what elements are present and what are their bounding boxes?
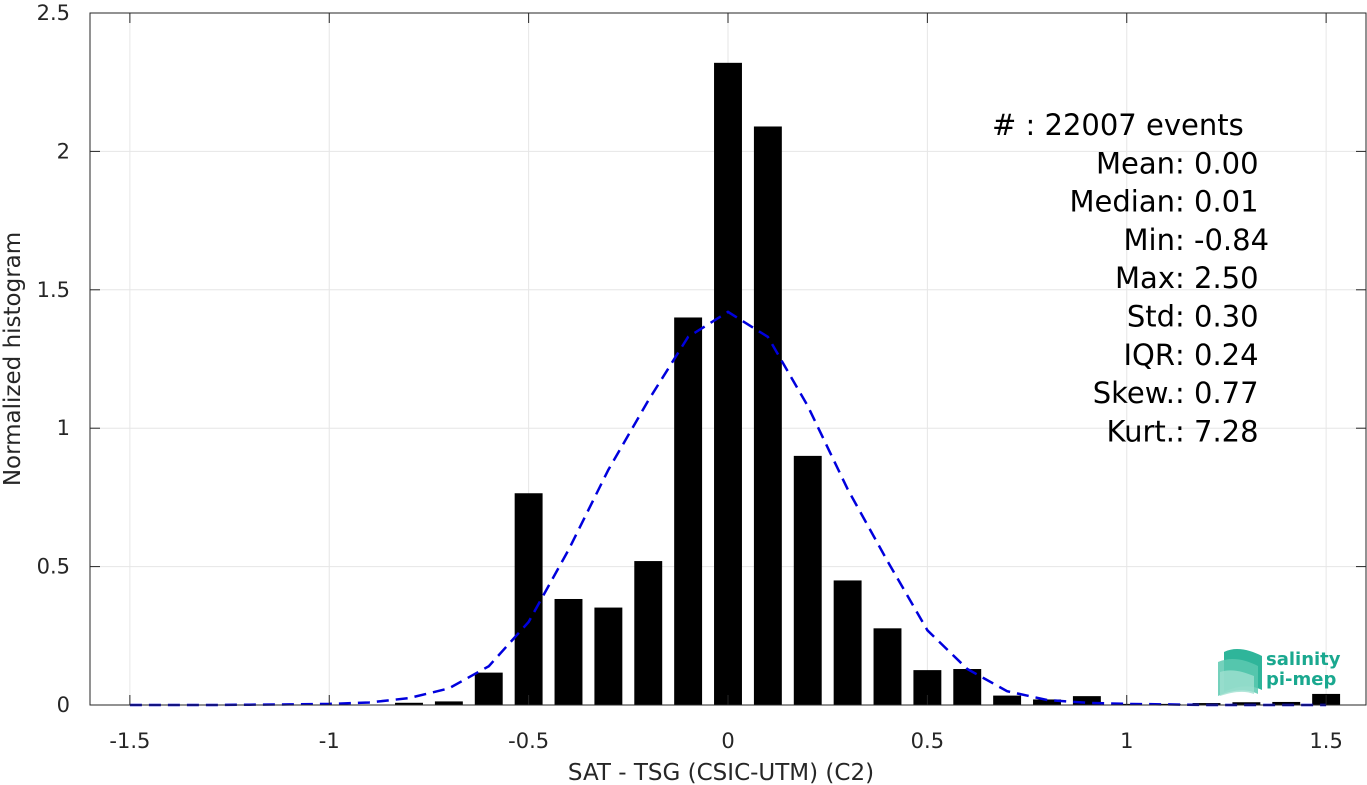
histogram-bar bbox=[474, 672, 503, 705]
y-tick-label: 2 bbox=[57, 139, 70, 163]
x-tick-label: 0.5 bbox=[911, 729, 944, 753]
stat-value: : -0.84 bbox=[1175, 223, 1269, 257]
histogram-bar bbox=[714, 62, 742, 706]
stat-label: Mean bbox=[1096, 146, 1175, 180]
histogram-bar bbox=[1272, 701, 1301, 705]
histogram-bars bbox=[395, 62, 1341, 706]
logo-text-line2: pi-mep bbox=[1266, 669, 1336, 690]
histogram-bar bbox=[1232, 702, 1261, 705]
stat-value: : 0.24 bbox=[1175, 338, 1259, 372]
stat-label: Std bbox=[1127, 300, 1175, 334]
x-tick-label: 0 bbox=[721, 729, 734, 753]
histogram-bar bbox=[1072, 696, 1101, 705]
y-tick-labels: 0 0.5 1 1.5 2 2.5 bbox=[37, 1, 70, 717]
x-tick-label: 1 bbox=[1120, 729, 1133, 753]
y-tick-label: 1 bbox=[57, 416, 70, 440]
histogram-bar bbox=[993, 695, 1022, 705]
histogram-bar bbox=[674, 317, 703, 705]
histogram-bar bbox=[833, 580, 862, 705]
histogram-bar bbox=[1152, 703, 1181, 705]
stat-label: Max bbox=[1115, 261, 1175, 295]
stat-label: Kurt. bbox=[1107, 414, 1175, 448]
y-axis-label: Normalized histogram bbox=[0, 232, 26, 486]
stat-value: : 0.30 bbox=[1175, 300, 1259, 334]
salinity-pi-mep-logo: salinity pi-mep bbox=[1218, 649, 1341, 696]
stat-value: : 0.00 bbox=[1175, 146, 1259, 180]
stat-label: IQR bbox=[1123, 338, 1175, 372]
wave-logo-icon bbox=[1218, 649, 1262, 696]
histogram-bar bbox=[753, 126, 782, 706]
stat-label: Skew. bbox=[1093, 376, 1175, 410]
x-tick-label: -1 bbox=[319, 729, 340, 753]
logo-text-line1: salinity bbox=[1266, 649, 1341, 670]
stat-value: : 0.77 bbox=[1175, 376, 1259, 410]
stat-row: # : 22007 events bbox=[992, 108, 1244, 142]
histogram-bar bbox=[1033, 699, 1061, 705]
y-tick-label: 2.5 bbox=[37, 1, 70, 25]
x-axis-label: SAT - TSG (CSIC-UTM) (C2) bbox=[568, 760, 874, 785]
histogram-bar bbox=[793, 455, 822, 705]
x-tick-label: 1.5 bbox=[1309, 729, 1342, 753]
axes bbox=[89, 12, 1367, 706]
histogram-bar bbox=[634, 561, 663, 705]
stat-label: Min bbox=[1124, 223, 1175, 257]
stat-value: : 7.28 bbox=[1175, 414, 1259, 448]
histogram-bar bbox=[953, 669, 982, 705]
histogram-bar bbox=[873, 628, 902, 705]
histogram-bar bbox=[434, 701, 463, 705]
y-tick-label: 0 bbox=[57, 693, 70, 717]
y-tick-label: 1.5 bbox=[37, 278, 70, 302]
stat-value: : 2.50 bbox=[1175, 261, 1259, 295]
x-tick-label: -1.5 bbox=[109, 729, 150, 753]
x-tick-label: -0.5 bbox=[508, 729, 549, 753]
y-tick-label: 0.5 bbox=[37, 555, 70, 579]
x-tick-labels: -1.5 -1 -0.5 0 0.5 1 1.5 bbox=[109, 729, 1342, 753]
histogram-bar bbox=[395, 702, 423, 705]
histogram-bar bbox=[514, 493, 543, 705]
stat-value: : 0.01 bbox=[1175, 185, 1259, 219]
histogram-bar bbox=[554, 598, 583, 705]
stat-label: Median bbox=[1070, 185, 1175, 219]
histogram-bar bbox=[594, 607, 623, 705]
